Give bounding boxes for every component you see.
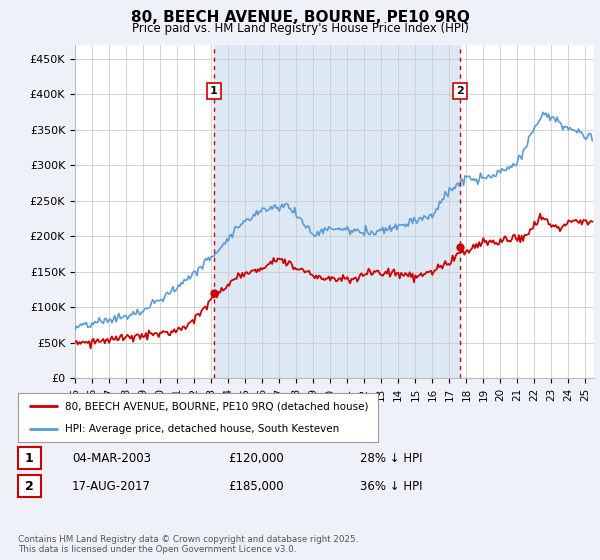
Text: Contains HM Land Registry data © Crown copyright and database right 2025.
This d: Contains HM Land Registry data © Crown c… xyxy=(18,535,358,554)
Text: 28% ↓ HPI: 28% ↓ HPI xyxy=(360,452,422,465)
Text: 1: 1 xyxy=(210,86,218,96)
Text: 17-AUG-2017: 17-AUG-2017 xyxy=(72,480,151,493)
Bar xyxy=(214,45,460,378)
Text: Price paid vs. HM Land Registry's House Price Index (HPI): Price paid vs. HM Land Registry's House … xyxy=(131,22,469,35)
Text: 80, BEECH AVENUE, BOURNE, PE10 9RQ (detached house): 80, BEECH AVENUE, BOURNE, PE10 9RQ (deta… xyxy=(65,402,368,412)
Text: 1: 1 xyxy=(25,451,34,465)
Text: £185,000: £185,000 xyxy=(228,480,284,493)
Text: 04-MAR-2003: 04-MAR-2003 xyxy=(72,452,151,465)
Text: HPI: Average price, detached house, South Kesteven: HPI: Average price, detached house, Sout… xyxy=(65,424,339,434)
Text: £120,000: £120,000 xyxy=(228,452,284,465)
Text: 2: 2 xyxy=(25,479,34,493)
Text: 36% ↓ HPI: 36% ↓ HPI xyxy=(360,480,422,493)
Text: 2: 2 xyxy=(456,86,464,96)
Text: 80, BEECH AVENUE, BOURNE, PE10 9RQ: 80, BEECH AVENUE, BOURNE, PE10 9RQ xyxy=(131,10,469,25)
